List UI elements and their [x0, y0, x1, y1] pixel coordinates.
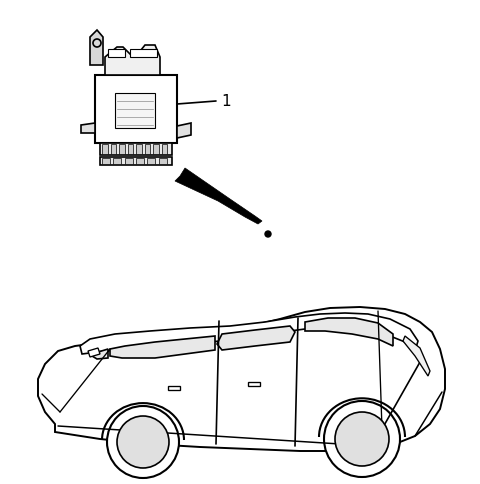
Polygon shape [136, 159, 144, 165]
Polygon shape [95, 76, 177, 144]
Polygon shape [161, 145, 168, 155]
Polygon shape [88, 348, 100, 357]
Polygon shape [38, 307, 445, 451]
Polygon shape [177, 124, 191, 139]
Polygon shape [105, 46, 160, 76]
Polygon shape [81, 124, 95, 134]
Polygon shape [100, 158, 172, 166]
Polygon shape [128, 145, 133, 155]
Circle shape [265, 231, 271, 238]
Polygon shape [248, 382, 260, 386]
Text: 1: 1 [221, 94, 230, 109]
Polygon shape [80, 313, 418, 354]
Polygon shape [175, 168, 262, 225]
Polygon shape [305, 318, 393, 346]
Polygon shape [102, 159, 110, 165]
Polygon shape [119, 145, 125, 155]
Polygon shape [102, 145, 108, 155]
Polygon shape [115, 94, 155, 129]
Polygon shape [217, 326, 295, 350]
Polygon shape [90, 31, 103, 66]
Circle shape [335, 412, 389, 466]
Polygon shape [136, 145, 142, 155]
Circle shape [117, 416, 169, 468]
Polygon shape [153, 145, 159, 155]
Polygon shape [144, 145, 150, 155]
Polygon shape [108, 50, 125, 58]
Polygon shape [168, 386, 180, 390]
Polygon shape [130, 50, 157, 58]
Polygon shape [125, 159, 132, 165]
Polygon shape [147, 159, 155, 165]
Circle shape [324, 401, 400, 477]
Polygon shape [113, 159, 121, 165]
Polygon shape [110, 145, 117, 155]
Polygon shape [403, 336, 430, 376]
Polygon shape [110, 336, 215, 358]
Polygon shape [100, 144, 172, 156]
Polygon shape [92, 349, 108, 359]
Polygon shape [159, 159, 167, 165]
Circle shape [107, 406, 179, 478]
